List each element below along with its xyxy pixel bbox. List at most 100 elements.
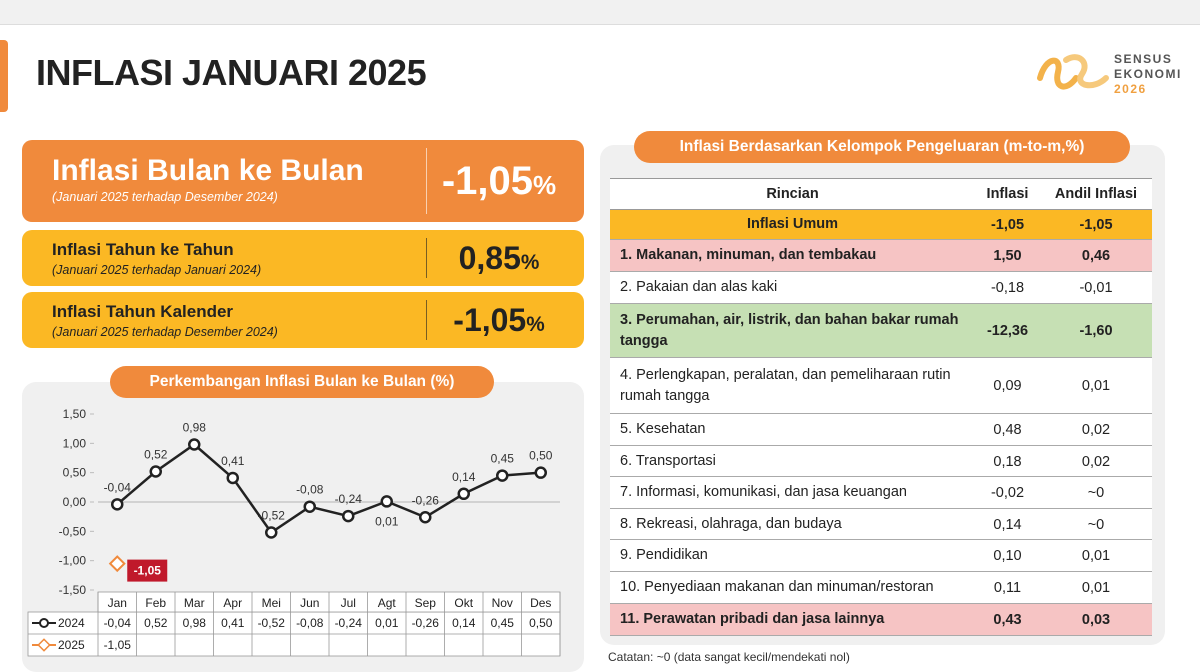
card-value: -1,05% xyxy=(453,301,545,338)
data-label: 0,01 xyxy=(375,514,399,528)
row-andil: 0,01 xyxy=(1081,548,1111,564)
page-title: INFLASI JANUARI 2025 xyxy=(36,52,427,93)
point xyxy=(188,438,201,451)
row-inflasi: 0,14 xyxy=(993,516,1022,533)
row-andil: -1,60 xyxy=(1079,323,1113,339)
x-tick-label: Jan xyxy=(108,596,127,610)
row-inflasi: -1,05 xyxy=(990,217,1025,233)
row-inflasi: 1,50 xyxy=(993,248,1022,264)
series-line xyxy=(116,442,541,535)
row-label: 10. Penyediaan makanan dan minuman/resto… xyxy=(620,579,934,596)
row-andil: -0,01 xyxy=(1079,280,1113,296)
y-tick-label: 0,00 xyxy=(63,495,87,509)
row-inflasi: 0,11 xyxy=(993,580,1022,596)
x-tick-label: Sep xyxy=(415,596,437,610)
card-unit: % xyxy=(526,312,545,336)
row-andil: 0,02 xyxy=(1081,422,1111,438)
data-label: 0,14 xyxy=(452,470,476,484)
row-label: 8. Rekreasi, olahraga, dan budaya xyxy=(620,515,842,532)
row-inflasi: 0,10 xyxy=(993,548,1022,564)
y-tick-label: 0,50 xyxy=(63,466,87,480)
table-value: 0,98 xyxy=(183,616,207,630)
summary-card: Inflasi Bulan ke Bulan (Januari 2025 terh… xyxy=(22,140,584,222)
summary-card: Inflasi Tahun Kalender (Januari 2025 terh… xyxy=(22,292,584,348)
data-label: 0,41 xyxy=(221,454,245,468)
point xyxy=(534,466,547,479)
x-tick-label: Mar xyxy=(184,596,205,610)
card-divider xyxy=(426,238,427,278)
point xyxy=(342,509,355,523)
logo-mark xyxy=(1037,54,1109,90)
data-label: -0,04 xyxy=(104,480,132,494)
table-title: Inflasi Berdasarkan Kelompok Pengeluaran… xyxy=(634,131,1130,163)
table-row xyxy=(610,604,1152,636)
y-tick-label: 1,00 xyxy=(63,436,87,450)
row-andil: 0,02 xyxy=(1081,453,1111,470)
card-title: Inflasi Bulan ke Bulan xyxy=(52,154,364,187)
x-tick-label: Agt xyxy=(378,596,397,610)
card-subtitle: (Januari 2025 terhadap Desember 2024) xyxy=(52,190,278,204)
card-title: Inflasi Tahun Kalender xyxy=(52,302,234,321)
x-tick-label: Apr xyxy=(223,596,242,610)
x-tick-label: Okt xyxy=(454,596,473,610)
x-tick-label: Mei xyxy=(262,596,281,610)
table-row xyxy=(610,414,1152,446)
card-title: Inflasi Tahun ke Tahun xyxy=(52,240,234,259)
table-row xyxy=(610,304,1152,358)
logo-text: 2026 xyxy=(1114,82,1147,96)
card-divider xyxy=(426,300,427,340)
row-andil: ~0 xyxy=(1087,485,1105,501)
data-label-bg xyxy=(127,559,168,582)
card-divider xyxy=(426,148,427,214)
summary-card: Inflasi Tahun ke Tahun (Januari 2025 terh… xyxy=(22,230,584,286)
data-label: 0,98 xyxy=(183,421,207,435)
card-value: 0,85% xyxy=(458,239,540,276)
table-note: Catatan: ~0 (data sangat kecil/mendekati… xyxy=(608,650,850,664)
row-andil: 0,03 xyxy=(1081,612,1111,628)
data-label: 0,45 xyxy=(491,452,515,466)
row-inflasi: -0,02 xyxy=(990,485,1025,501)
table-value: 0,45 xyxy=(491,616,515,630)
row-label: 2. Pakaian dan alas kaki xyxy=(620,279,778,296)
x-tick-label: Des xyxy=(530,596,551,610)
table-value: -0,52 xyxy=(258,616,286,630)
title-accent xyxy=(0,40,8,112)
row-label: 1. Makanan, minuman, dan tembakau xyxy=(620,247,877,264)
row-andil: -1,05 xyxy=(1079,217,1113,233)
row-inflasi: 0,43 xyxy=(993,612,1022,628)
point xyxy=(108,555,126,573)
table-row xyxy=(610,540,1152,572)
point xyxy=(496,469,509,482)
card-subtitle: (Januari 2025 terhadap Desember 2024) xyxy=(52,325,278,339)
row-label: 9. Pendidikan xyxy=(620,547,708,564)
table-value: 0,50 xyxy=(529,616,553,630)
table-value: -0,26 xyxy=(412,616,440,630)
x-tick-label: Jun xyxy=(300,596,319,610)
table-header-row xyxy=(610,178,1152,210)
row-inflasi: -0,18 xyxy=(990,280,1025,296)
data-label: -0,24 xyxy=(335,492,363,506)
data-label: -1,05 xyxy=(134,564,162,578)
point xyxy=(265,526,278,539)
card-value: -1,05% xyxy=(441,159,557,203)
legend-label: 2024 xyxy=(58,616,85,630)
table-row xyxy=(610,240,1152,272)
table-row xyxy=(610,509,1152,540)
table-row xyxy=(610,477,1152,509)
table-value: 0,52 xyxy=(144,616,168,630)
table-value: -0,24 xyxy=(335,616,363,630)
table-value: -1,05 xyxy=(104,638,132,652)
logo-text: EKONOMI xyxy=(1114,67,1182,81)
row-inflasi: -12,36 xyxy=(986,323,1029,339)
row-inflasi: 0,09 xyxy=(993,378,1022,394)
row-andil: 0,46 xyxy=(1081,248,1111,264)
table-value: 0,01 xyxy=(375,616,399,630)
x-tick-label: Jul xyxy=(341,596,356,610)
data-label: -0,08 xyxy=(296,483,324,497)
data-label: -0,52 xyxy=(258,509,286,523)
column-header: Rincian xyxy=(766,186,819,202)
table-row xyxy=(610,210,1152,240)
table-value: 0,41 xyxy=(221,616,245,630)
point xyxy=(111,498,124,511)
row-inflasi: 0,18 xyxy=(993,453,1022,470)
